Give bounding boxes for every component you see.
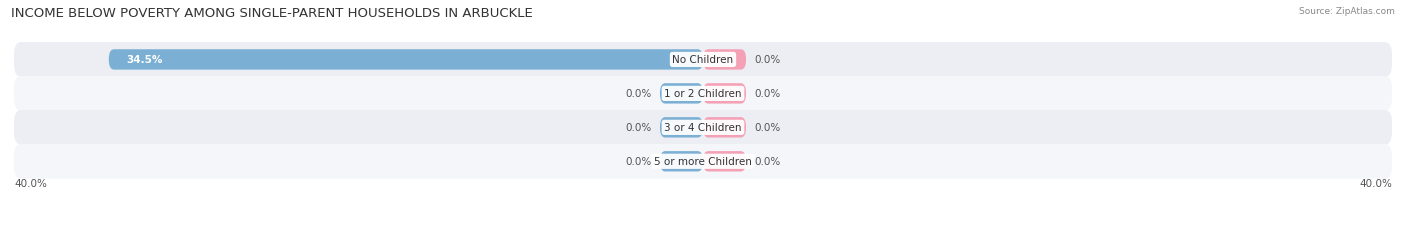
Text: Source: ZipAtlas.com: Source: ZipAtlas.com — [1299, 7, 1395, 16]
FancyBboxPatch shape — [14, 144, 1392, 179]
FancyBboxPatch shape — [659, 152, 703, 172]
Text: 1 or 2 Children: 1 or 2 Children — [664, 89, 742, 99]
FancyBboxPatch shape — [14, 43, 1392, 77]
Text: 40.0%: 40.0% — [14, 179, 46, 188]
Legend: Single Father, Single Mother: Single Father, Single Mother — [603, 229, 803, 231]
Text: INCOME BELOW POVERTY AMONG SINGLE-PARENT HOUSEHOLDS IN ARBUCKLE: INCOME BELOW POVERTY AMONG SINGLE-PARENT… — [11, 7, 533, 20]
Text: 0.0%: 0.0% — [755, 89, 780, 99]
Text: 3 or 4 Children: 3 or 4 Children — [664, 123, 742, 133]
FancyBboxPatch shape — [14, 111, 1392, 145]
Text: 40.0%: 40.0% — [1360, 179, 1392, 188]
Text: 0.0%: 0.0% — [626, 89, 651, 99]
FancyBboxPatch shape — [659, 84, 703, 104]
FancyBboxPatch shape — [703, 84, 747, 104]
Text: 0.0%: 0.0% — [626, 123, 651, 133]
Text: 0.0%: 0.0% — [626, 157, 651, 167]
Text: No Children: No Children — [672, 55, 734, 65]
FancyBboxPatch shape — [703, 152, 747, 172]
FancyBboxPatch shape — [14, 77, 1392, 111]
FancyBboxPatch shape — [659, 118, 703, 138]
Text: 0.0%: 0.0% — [755, 123, 780, 133]
Text: 5 or more Children: 5 or more Children — [654, 157, 752, 167]
Text: 34.5%: 34.5% — [127, 55, 162, 65]
FancyBboxPatch shape — [108, 50, 703, 70]
Text: 0.0%: 0.0% — [755, 157, 780, 167]
Text: 0.0%: 0.0% — [755, 55, 780, 65]
FancyBboxPatch shape — [703, 50, 747, 70]
FancyBboxPatch shape — [703, 118, 747, 138]
